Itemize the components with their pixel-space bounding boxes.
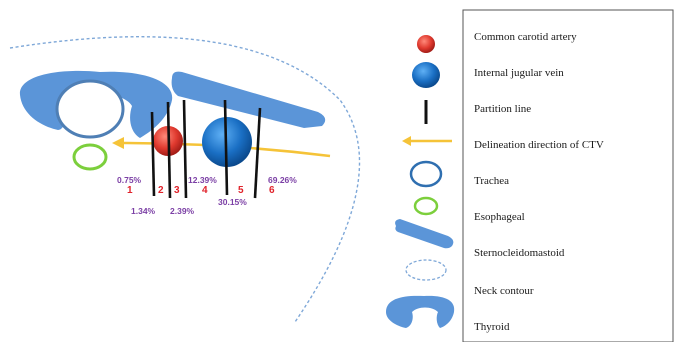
zone-label-1: 1 (127, 185, 133, 196)
partition-lines (150, 99, 262, 199)
partition-line-4 (223, 99, 229, 196)
legend-label-partition-line: Partition line (474, 103, 531, 115)
legend-label-neck-contour: Neck contour (474, 285, 534, 297)
internal-jugular-vein-icon (412, 62, 440, 88)
percent-label-6: 69.26% (268, 175, 297, 185)
percent-label-4: 12.39% (188, 175, 217, 185)
neck-contour (9, 36, 361, 323)
legend-label-sternocleidomastoid: Sternocleidomastoid (474, 247, 565, 259)
delineation-arrow-head (112, 137, 124, 149)
neck-contour-icon (405, 259, 447, 281)
legend-box (462, 9, 674, 342)
zone-label-5: 5 (238, 185, 244, 196)
legend-label-esophageal: Esophageal (474, 211, 525, 223)
percent-label-2: 1.34% (131, 206, 156, 216)
thyroid-icon (386, 295, 455, 328)
legend-label-common-carotid-artery: Common carotid artery (474, 31, 577, 43)
common-carotid-artery-icon (417, 35, 435, 53)
legend-label-trachea: Trachea (474, 175, 509, 187)
percent-label-3: 2.39% (170, 206, 195, 216)
zone-label-2: 2 (158, 185, 164, 196)
zone-label-3: 3 (174, 185, 180, 196)
sternocleidomastoid-icon (395, 219, 454, 249)
partition-line-2 (166, 101, 172, 199)
esophagus (72, 143, 108, 171)
sternocleidomastoid (171, 71, 326, 128)
anatomy-panel: 0.75% 1.34% 2.39% 12.39% 30.15% 69.26% 1… (9, 36, 361, 323)
percent-label-1: 0.75% (117, 175, 142, 185)
delineation-arrow-icon-head (402, 136, 411, 146)
partition-line-1 (150, 111, 156, 197)
partition-line-3 (182, 99, 188, 199)
legend-label-internal-jugular-vein: Internal jugular vein (474, 67, 564, 79)
thyroid (19, 70, 173, 138)
trachea (55, 79, 125, 139)
percent-label-5: 30.15% (218, 197, 247, 207)
trachea-icon (409, 160, 443, 188)
partition-line-5 (253, 107, 262, 199)
legend: Common carotid artery Internal jugular v… (386, 9, 674, 342)
legend-label-thyroid: Thyroid (474, 321, 510, 333)
esophageal-icon (413, 196, 439, 216)
zone-label-6: 6 (269, 185, 275, 196)
legend-label-delineation-direction: Delineation direction of CTV (474, 139, 604, 151)
zone-label-4: 4 (202, 185, 208, 196)
